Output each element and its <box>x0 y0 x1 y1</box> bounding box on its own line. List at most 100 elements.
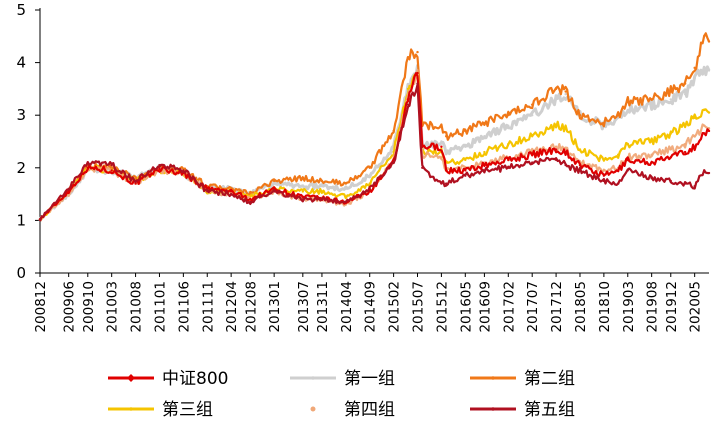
series-line-2 <box>38 64 711 222</box>
series-3-point <box>617 114 620 117</box>
series-6-point <box>38 218 42 221</box>
x-tick-label: 202005 <box>688 281 704 333</box>
x-tick-label: 201712 <box>549 281 565 333</box>
series-2-point <box>707 69 711 72</box>
series-4-point <box>301 190 305 193</box>
series-5-point <box>693 135 696 138</box>
series-4-point <box>344 195 348 198</box>
series-2-point <box>440 140 443 143</box>
series-3-point <box>440 124 443 127</box>
series-6-point <box>483 169 486 172</box>
legend-marker-dot <box>310 406 316 412</box>
series-4-point <box>564 127 567 130</box>
series-2-point <box>683 92 687 96</box>
x-tick-label: 201111 <box>200 281 216 333</box>
series-2-point <box>301 185 305 188</box>
series-4-point <box>707 111 711 114</box>
y-tick-label: 5 <box>16 1 26 19</box>
series-1-point <box>617 169 620 172</box>
x-tick-label: 200906 <box>62 281 78 333</box>
series-1-point <box>464 169 467 172</box>
series-2-point <box>693 77 696 80</box>
series-3-point <box>368 166 371 169</box>
series-1-point <box>602 174 606 177</box>
legend-item: 第三组 <box>108 400 213 420</box>
x-tick-label: 201409 <box>363 281 379 333</box>
series-6-point <box>406 103 410 106</box>
series-6-point <box>416 82 419 85</box>
series-4-point <box>602 158 606 162</box>
series-line-1 <box>38 72 710 222</box>
series-4-point <box>669 132 672 135</box>
x-tick-label: 201908 <box>645 281 661 333</box>
y-tick-label: 2 <box>16 159 26 177</box>
series-3-point <box>626 100 629 104</box>
x-tick-label: 201307 <box>296 281 312 333</box>
legend-marker-dot <box>129 407 133 411</box>
x-tick-label: 201605 <box>458 281 474 333</box>
series-1-point <box>650 161 653 164</box>
series-1-point <box>444 169 448 172</box>
series-4-point <box>626 142 629 146</box>
legend-label: 第三组 <box>162 400 213 420</box>
series-3-point <box>344 182 348 185</box>
series-4-point <box>578 148 582 151</box>
series-4-point <box>683 124 687 127</box>
legend-label: 第一组 <box>344 369 395 389</box>
series-5-point <box>602 169 606 172</box>
series-6-point <box>626 169 629 172</box>
series-1-point <box>229 190 233 193</box>
series-2-point <box>530 114 534 117</box>
series-1-point <box>249 198 252 201</box>
series-3-point <box>703 35 706 38</box>
series-2-point <box>669 98 672 101</box>
series-4-point <box>617 153 620 156</box>
series-5-point <box>554 145 558 148</box>
series-3-point <box>578 114 582 117</box>
legend-item: 中证800 <box>108 369 228 389</box>
series-3-point <box>707 40 711 43</box>
series-4-point <box>320 190 324 193</box>
series-6-point <box>320 198 324 201</box>
series-1-point <box>683 150 687 154</box>
series-3-point <box>554 87 558 91</box>
series-2-point <box>368 174 371 177</box>
series-3-point <box>669 90 672 93</box>
x-tick-label: 201502 <box>387 281 403 333</box>
series-1-point <box>86 166 89 169</box>
x-tick-label: 201301 <box>267 281 283 333</box>
series-6-point <box>440 182 443 185</box>
series-2-point <box>703 66 706 70</box>
series-1-point <box>416 71 419 75</box>
series-2-point <box>507 124 510 127</box>
series-2-point <box>564 92 567 96</box>
series-1-point <box>703 132 706 135</box>
x-tick-label: 201404 <box>339 281 355 333</box>
series-6-point <box>110 163 113 167</box>
y-tick-label: 1 <box>16 211 26 229</box>
series-2-point <box>320 185 324 188</box>
series-6-point <box>669 179 672 183</box>
series-4-point <box>483 150 486 154</box>
series-4-point <box>530 135 534 138</box>
series-6-point <box>683 182 687 185</box>
series-6-point <box>617 182 620 185</box>
series-6-point <box>578 169 582 172</box>
series-6-point <box>444 182 448 185</box>
series-3-point <box>507 114 510 117</box>
series-3-point <box>602 121 606 125</box>
x-tick-label: 201810 <box>597 281 613 333</box>
x-tick-label: 201106 <box>176 281 192 333</box>
x-tick-label: 201208 <box>243 281 259 333</box>
series-4-point <box>693 116 696 120</box>
legend-marker-dot <box>491 407 495 411</box>
series-4-point <box>464 158 467 162</box>
series-1-point <box>158 167 161 171</box>
series-3-point <box>272 179 276 183</box>
series-line-5 <box>38 69 710 222</box>
series-1-point <box>110 169 113 172</box>
series-layer <box>38 32 711 222</box>
x-tick-label: 201903 <box>621 281 637 333</box>
y-tick-label: 0 <box>16 264 26 282</box>
